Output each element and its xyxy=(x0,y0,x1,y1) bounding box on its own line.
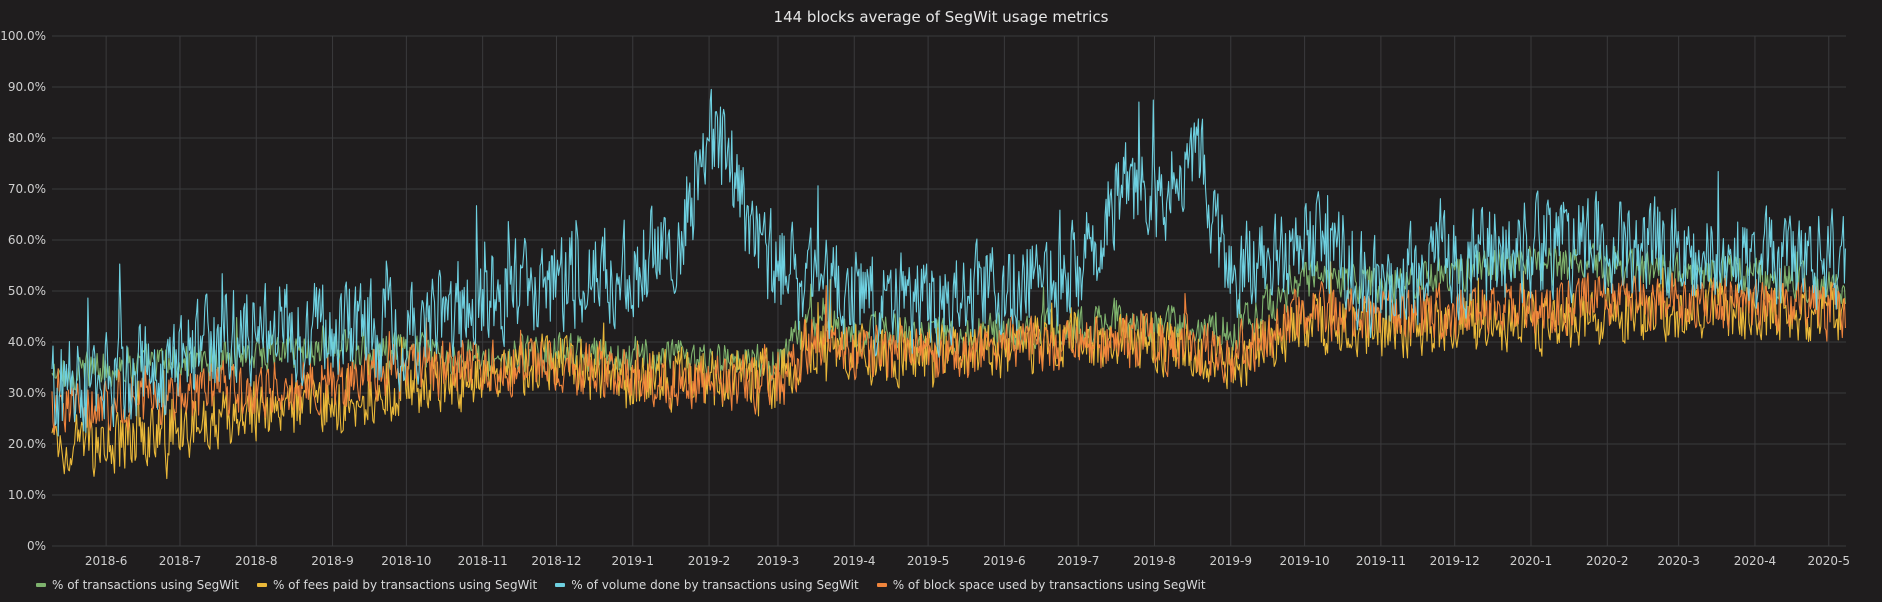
legend-label: % of fees paid by transactions using Seg… xyxy=(272,578,538,592)
series-line-3 xyxy=(51,88,1846,437)
y-tick-label: 0% xyxy=(27,539,46,553)
x-tick-label: 2019-6 xyxy=(983,554,1026,568)
x-tick-label: 2018-9 xyxy=(311,554,354,568)
y-tick-label: 40.0% xyxy=(8,335,46,349)
legend-swatch xyxy=(36,583,46,587)
x-tick-label: 2018-10 xyxy=(381,554,431,568)
legend-item-3[interactable]: % of volume done by transactions using S… xyxy=(555,578,859,592)
legend-label: % of volume done by transactions using S… xyxy=(571,578,859,592)
x-tick-label: 2019-7 xyxy=(1057,554,1100,568)
x-tick-label: 2018-8 xyxy=(235,554,278,568)
x-tick-label: 2019-11 xyxy=(1356,554,1406,568)
legend-item-4[interactable]: % of block space used by transactions us… xyxy=(876,578,1206,592)
x-tick-label: 2019-5 xyxy=(907,554,950,568)
y-tick-label: 50.0% xyxy=(8,284,46,298)
series-lines xyxy=(51,88,1846,480)
x-tick-label: 2018-11 xyxy=(458,554,508,568)
x-tick-label: 2020-4 xyxy=(1734,554,1777,568)
x-tick-label: 2018-12 xyxy=(531,554,581,568)
x-tick-label: 2018-7 xyxy=(159,554,202,568)
x-tick-label: 2020-3 xyxy=(1657,554,1700,568)
x-tick-label: 2020-1 xyxy=(1510,554,1553,568)
x-tick-label: 2019-1 xyxy=(612,554,655,568)
legend-label: % of transactions using SegWit xyxy=(52,578,239,592)
x-tick-label: 2019-2 xyxy=(688,554,731,568)
series-line-4 xyxy=(51,267,1846,434)
x-tick-label: 2020-2 xyxy=(1586,554,1629,568)
x-tick-label: 2019-9 xyxy=(1210,554,1253,568)
axes: 0% 10.0% 20.0% 30.0% 40.0% 50.0% 60.0% 70.0% 80.… xyxy=(0,29,1850,568)
legend: % of transactions using SegWit % of fees … xyxy=(36,578,1206,592)
legend-item-2[interactable]: % of fees paid by transactions using Seg… xyxy=(256,578,538,592)
y-tick-label: 60.0% xyxy=(8,233,46,247)
chart-title: 144 blocks average of SegWit usage metri… xyxy=(773,8,1109,26)
legend-swatch xyxy=(555,583,566,587)
y-tick-label: 90.0% xyxy=(8,80,46,94)
x-tick-label: 2020-5 xyxy=(1808,554,1851,568)
x-tick-label: 2019-12 xyxy=(1430,554,1480,568)
legend-swatch xyxy=(256,583,267,587)
y-tick-label: 20.0% xyxy=(8,437,46,451)
legend-item-1[interactable]: % of transactions using SegWit xyxy=(36,578,239,592)
y-tick-label: 10.0% xyxy=(8,488,46,502)
x-tick-label: 2019-4 xyxy=(833,554,876,568)
legend-label: % of block space used by transactions us… xyxy=(892,578,1206,592)
x-tick-label: 2018-6 xyxy=(85,554,128,568)
y-tick-label: 30.0% xyxy=(8,386,46,400)
x-tick-label: 2019-8 xyxy=(1133,554,1176,568)
y-tick-label: 70.0% xyxy=(8,182,46,196)
x-tick-label: 2019-3 xyxy=(757,554,800,568)
y-tick-label: 80.0% xyxy=(8,131,46,145)
y-tick-label: 100.0% xyxy=(0,29,46,43)
legend-swatch xyxy=(876,583,887,587)
x-tick-label: 2019-10 xyxy=(1280,554,1330,568)
